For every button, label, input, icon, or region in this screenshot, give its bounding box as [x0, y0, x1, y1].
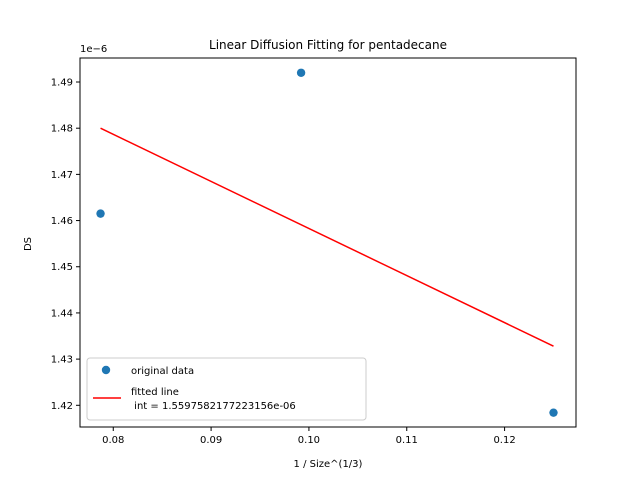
- legend-frame: [86, 357, 367, 421]
- y-tick-label: 1.42: [51, 401, 73, 412]
- legend-label-fit: fitted line int = 1.5597582177223156e-06: [131, 387, 296, 412]
- y-axis-label: DS: [23, 237, 34, 251]
- y-tick-label: 1.47: [51, 170, 73, 181]
- data-point: [296, 68, 306, 77]
- legend-marker-data: [101, 365, 111, 375]
- legend: original data fitted line int = 1.5597582…: [86, 357, 367, 421]
- x-tick-label: 0.09: [200, 435, 222, 446]
- y-tick-label: 1.45: [51, 262, 73, 273]
- legend-label-data: original data: [131, 366, 194, 377]
- y-tick-label: 1.48: [51, 124, 73, 135]
- data-point: [549, 408, 558, 417]
- y-tick-label: 1.43: [51, 355, 73, 366]
- data-point: [96, 209, 105, 218]
- y-tick-label: 1.44: [51, 308, 73, 319]
- x-tick-label: 0.10: [298, 435, 320, 446]
- y-tick-label: 1.49: [51, 78, 73, 89]
- y-axis-offset-label: 1e−6: [80, 44, 107, 55]
- axes-frame: [79, 57, 577, 428]
- x-tick-label: 0.12: [493, 435, 515, 446]
- fitted-line: [100, 127, 554, 347]
- plot-area: 0.08 0.09 0.10 0.11 0.12 1.42 1.43 1.44 1.45 1.46…: [51, 57, 577, 446]
- x-tick-label: 0.08: [102, 435, 124, 446]
- x-tick-label: 0.11: [396, 435, 418, 446]
- x-axis-label: 1 / Size^(1/3): [294, 459, 363, 470]
- chart-title: Linear Diffusion Fitting for pentadecane: [209, 38, 447, 52]
- y-tick-label: 1.46: [51, 216, 73, 227]
